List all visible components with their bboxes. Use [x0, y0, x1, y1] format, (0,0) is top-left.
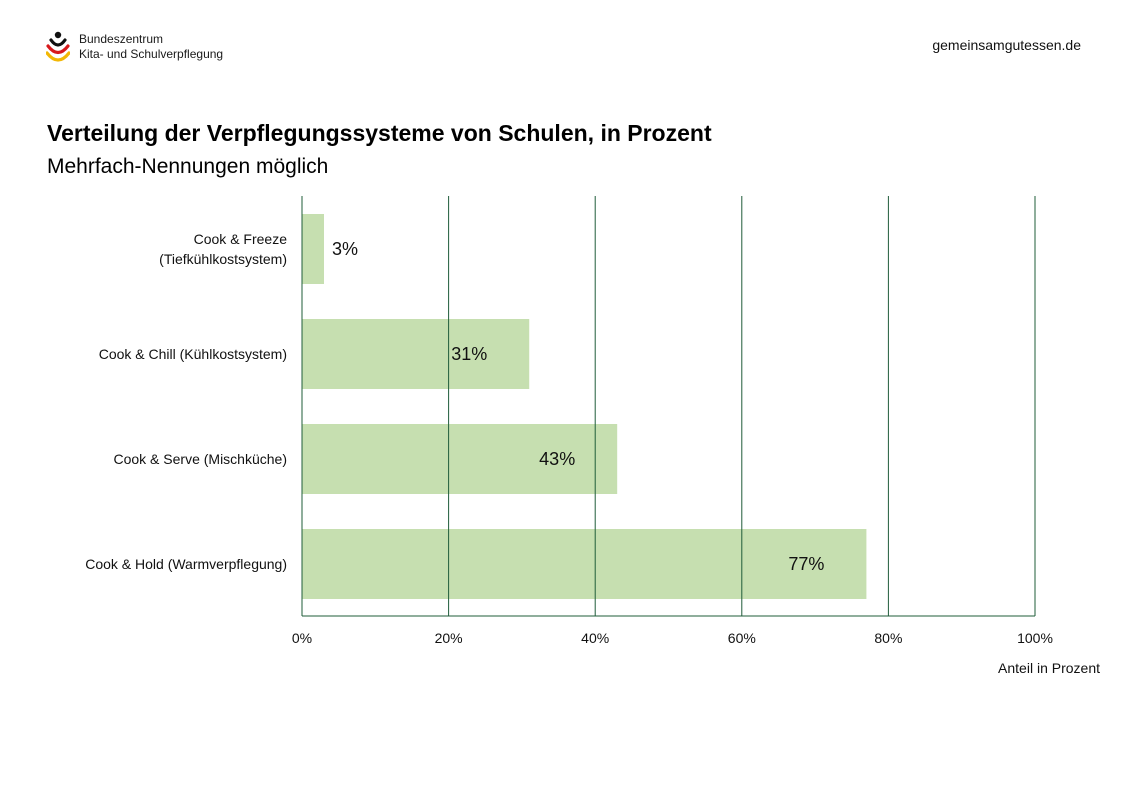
logo-line-1: Bundeszentrum — [79, 32, 164, 46]
category-label-0-1: (Tiefkühlkostsystem) — [159, 251, 287, 267]
x-tick-label-1: 20% — [435, 630, 463, 646]
category-label-2-0: Cook & Serve (Mischküche) — [113, 451, 287, 467]
logo-line-2: Kita- und Schulverpflegung — [79, 47, 224, 61]
logo-text: Bundeszentrum Kita- und Schulverpflegung — [79, 32, 223, 62]
logo-mark-icon — [46, 31, 70, 62]
data-label-1: 31% — [451, 344, 487, 364]
x-tick-label-0: 0% — [292, 630, 312, 646]
data-label-3: 77% — [788, 554, 824, 574]
x-axis-label: Anteil in Prozent — [998, 660, 1100, 676]
chart-subtitle: Mehrfach-Nennungen möglich — [47, 155, 329, 178]
category-label-1-0: Cook & Chill (Kühlkostsystem) — [99, 346, 287, 362]
x-tick-label-4: 80% — [874, 630, 902, 646]
website-label: gemeinsamgutessen.de — [932, 37, 1081, 53]
category-label-3-0: Cook & Hold (Warmverpflegung) — [85, 556, 287, 572]
logo: Bundeszentrum Kita- und Schulverpflegung — [46, 31, 286, 65]
bar-1 — [302, 319, 530, 389]
bar-0 — [302, 214, 324, 284]
bar-2 — [302, 424, 618, 494]
x-tick-label-5: 100% — [1017, 630, 1053, 646]
bar-3 — [302, 529, 867, 599]
data-label-0: 3% — [332, 239, 358, 259]
category-label-0-0: Cook & Freeze — [194, 231, 288, 247]
chart-title: Verteilung der Verpflegungssysteme von S… — [47, 120, 712, 146]
x-tick-label-3: 60% — [728, 630, 756, 646]
data-label-2: 43% — [539, 449, 575, 469]
x-tick-label-2: 40% — [581, 630, 609, 646]
